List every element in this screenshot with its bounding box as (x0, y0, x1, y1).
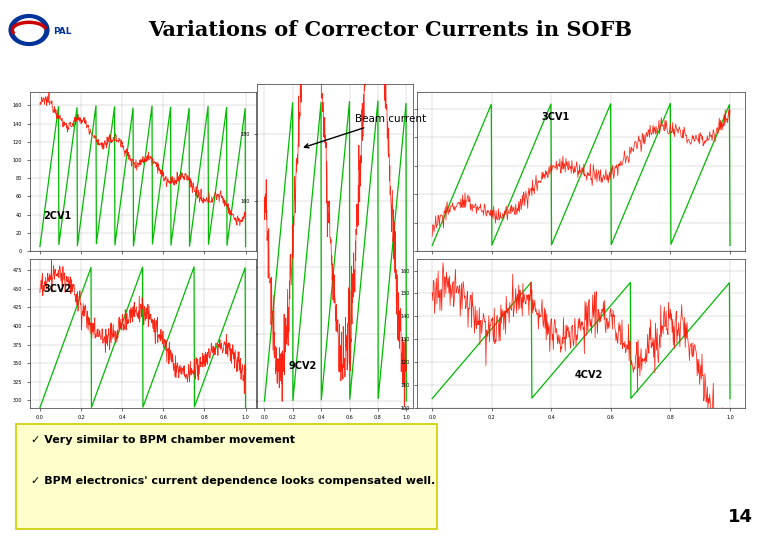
Text: Variations of Corrector Currents in SOFB: Variations of Corrector Currents in SOFB (148, 19, 632, 40)
Text: 3CV2: 3CV2 (43, 284, 72, 294)
Text: ✓ BPM electronics' current dependence looks compensated well.: ✓ BPM electronics' current dependence lo… (31, 476, 435, 485)
Text: 14: 14 (728, 509, 753, 526)
Text: 3CV1: 3CV1 (542, 112, 570, 123)
Text: 4CV2: 4CV2 (575, 370, 603, 380)
Text: 2CV1: 2CV1 (43, 211, 72, 221)
Circle shape (9, 15, 49, 45)
Circle shape (15, 19, 44, 42)
Text: 9CV2: 9CV2 (289, 361, 317, 371)
Text: ✓ Very similar to BPM chamber movement: ✓ Very similar to BPM chamber movement (31, 435, 295, 445)
Text: Beam current: Beam current (304, 114, 426, 148)
Text: PAL: PAL (53, 26, 72, 36)
